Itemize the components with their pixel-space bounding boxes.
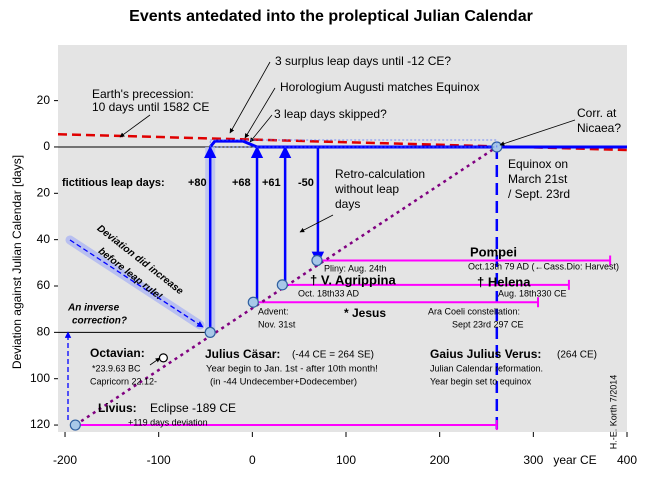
annotation: Year begin to Jan. 1st - after 10th mont… (206, 364, 378, 375)
annotation: Equinox on (508, 157, 568, 171)
event-point (247, 296, 259, 308)
annotation: (264 CE) (557, 350, 597, 361)
annotation: Nov. 31st (258, 319, 296, 329)
annotation: (in -44 Undecember+Dodecember) (210, 377, 357, 388)
leader-line (249, 114, 273, 143)
bump-outline (209, 139, 498, 148)
annotation: Oct. 18th33 AD (298, 288, 360, 298)
annotation: Julian Calendar reformation. (430, 363, 543, 373)
leader-line (229, 61, 271, 134)
leap-label: +80 (188, 177, 207, 189)
y-tick-label: 0 (43, 139, 50, 153)
annotation: Pliny: Aug. 24th (324, 263, 387, 273)
annotation: Nicaea? (577, 121, 621, 135)
y-tick-label: 80 (37, 325, 51, 339)
y-tick-label: 100 (30, 371, 50, 385)
annotation: Ara Coeli constellation: (428, 306, 520, 316)
deviation-arrow (69, 239, 204, 328)
series-line (209, 139, 627, 149)
annotation: An inverse (67, 303, 120, 314)
x-tick-label: 0 (249, 453, 256, 467)
event-point (69, 419, 81, 431)
annotation: † V. Agrippina (310, 272, 396, 287)
leader-line (499, 119, 576, 146)
y-tick-label: 40 (37, 232, 51, 246)
x-tick-label: 100 (336, 453, 356, 467)
annotation: Year begin set to equinox (430, 376, 532, 386)
y-tick-label: 20 (37, 93, 51, 107)
plot-area (58, 45, 627, 432)
annotation: Advent: (258, 306, 289, 316)
x-axis-label: year CE (553, 453, 596, 467)
annotation: (-44 CE = 264 SE) (292, 350, 374, 361)
y-axis-label: Deviation against Julian Calendar [days] (10, 155, 24, 369)
annotation: correction? (72, 316, 127, 327)
annotation: Octavian: (90, 346, 145, 360)
annotation: Sept 23rd 297 CE (452, 319, 524, 329)
annotation: without leap (334, 182, 399, 196)
annotation: days (335, 197, 360, 211)
x-tick-label: 400 (617, 453, 637, 467)
chart-title: Events antedated into the proleptical Ju… (129, 8, 533, 25)
annotation: Julius Cäsar: (205, 347, 280, 361)
x-tick-label: 200 (430, 453, 450, 467)
annotation: Gaius Julius Verus: (430, 347, 541, 361)
event-point (158, 353, 168, 363)
leader-line (119, 114, 151, 138)
annotation: Oct.13th 79 AD (←Cass.Dio: Harvest) (468, 261, 619, 271)
annotation: 3 surplus leap days until -12 CE? (275, 54, 451, 68)
annotation: † Helena (477, 274, 531, 289)
annotation: H.-E. Korth 7/2014 (608, 375, 618, 450)
annotation: Aug. 18th330 CE (498, 288, 567, 298)
leap-label: +61 (262, 177, 281, 189)
annotation: / Sept. 23rd (508, 187, 570, 201)
x-tick-label: -200 (53, 453, 77, 467)
annotation: Livius: (98, 401, 137, 415)
annotation: 3 leap days skipped? (274, 107, 387, 121)
series-line (57, 132, 628, 152)
annotation: 10 days until 1582 CE (92, 100, 209, 114)
leap-label: +68 (232, 177, 251, 189)
y-tick-label: 120 (30, 417, 50, 431)
annotation: * Jesus (344, 306, 386, 320)
annotation: +119 days deviation (128, 417, 208, 427)
x-tick-label: 300 (523, 453, 543, 467)
y-tick-label: 20 (37, 185, 51, 199)
leap-label: -50 (298, 177, 314, 189)
annotation: March 21st (508, 172, 568, 186)
x-tick-label: -100 (147, 453, 171, 467)
event-point (276, 279, 288, 291)
annotation: Retro-calculation (335, 167, 425, 181)
annotation: Eclipse -189 CE (150, 401, 236, 415)
leader-line (244, 87, 276, 139)
annotation: Horologium Augusti matches Equinox (280, 80, 479, 94)
event-point (204, 326, 216, 338)
annotation: Corr. at (577, 106, 617, 120)
annotation: Capricorn 22.12- (90, 376, 157, 386)
y-tick-label: 60 (37, 278, 51, 292)
leader-line (149, 357, 161, 366)
annotation: Pompei (470, 244, 517, 259)
leader-line (299, 214, 334, 233)
event-point (311, 254, 323, 267)
annotation: *23.9.63 BC (92, 363, 141, 373)
annotation: fictitious leap days: (62, 177, 165, 189)
annotation: Earth's precession: (92, 87, 194, 101)
